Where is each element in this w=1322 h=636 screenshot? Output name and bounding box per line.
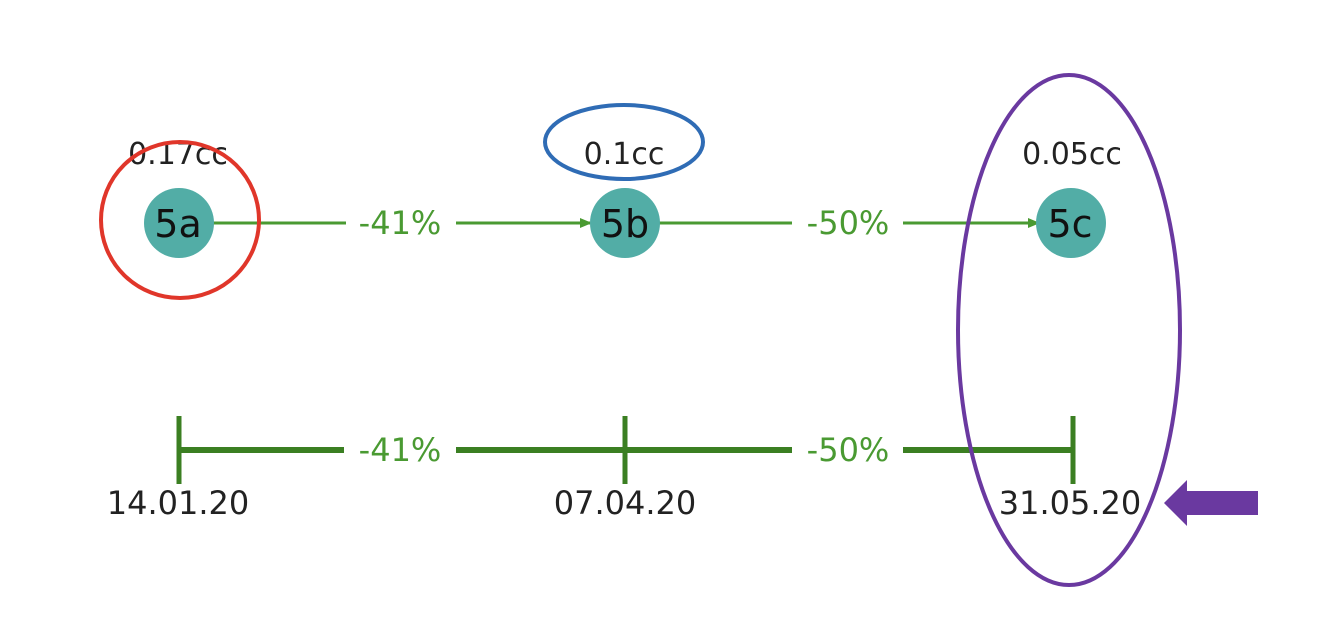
node-5b: 5b 0.1cc xyxy=(584,137,665,258)
transition-label-5a-5b: -41% xyxy=(359,204,442,242)
transition-arrows: -41% -50% xyxy=(212,204,1040,242)
node-5b-volume: 0.1cc xyxy=(584,137,665,172)
node-5a: 5a 0.17cc xyxy=(128,137,228,258)
purple-highlight-ellipse xyxy=(956,73,1182,587)
node-5b-circle xyxy=(590,188,660,258)
timeline-date-1: 14.01.20 xyxy=(107,484,250,522)
timeline-change-2: -50% xyxy=(807,431,890,469)
red-highlight-circle xyxy=(99,140,261,300)
timeline: -41% -50% 14.01.20 07.04.20 31.05.20 xyxy=(107,416,1142,522)
node-5c-label: 5c xyxy=(1047,202,1092,246)
annotations xyxy=(99,73,1258,587)
node-5c-circle xyxy=(1036,188,1106,258)
node-5a-label: 5a xyxy=(154,202,201,246)
node-5c-volume: 0.05cc xyxy=(1022,137,1122,172)
node-5b-label: 5b xyxy=(601,202,649,246)
timeline-date-3: 31.05.20 xyxy=(999,484,1142,522)
timeline-date-2: 07.04.20 xyxy=(554,484,697,522)
blue-highlight-ellipse xyxy=(543,103,705,181)
transition-label-5b-5c: -50% xyxy=(807,204,890,242)
purple-pointer-arrow-icon xyxy=(1164,480,1258,526)
timeline-change-1: -41% xyxy=(359,431,442,469)
node-5a-circle xyxy=(144,188,214,258)
node-5c: 5c 0.05cc xyxy=(1022,137,1122,258)
